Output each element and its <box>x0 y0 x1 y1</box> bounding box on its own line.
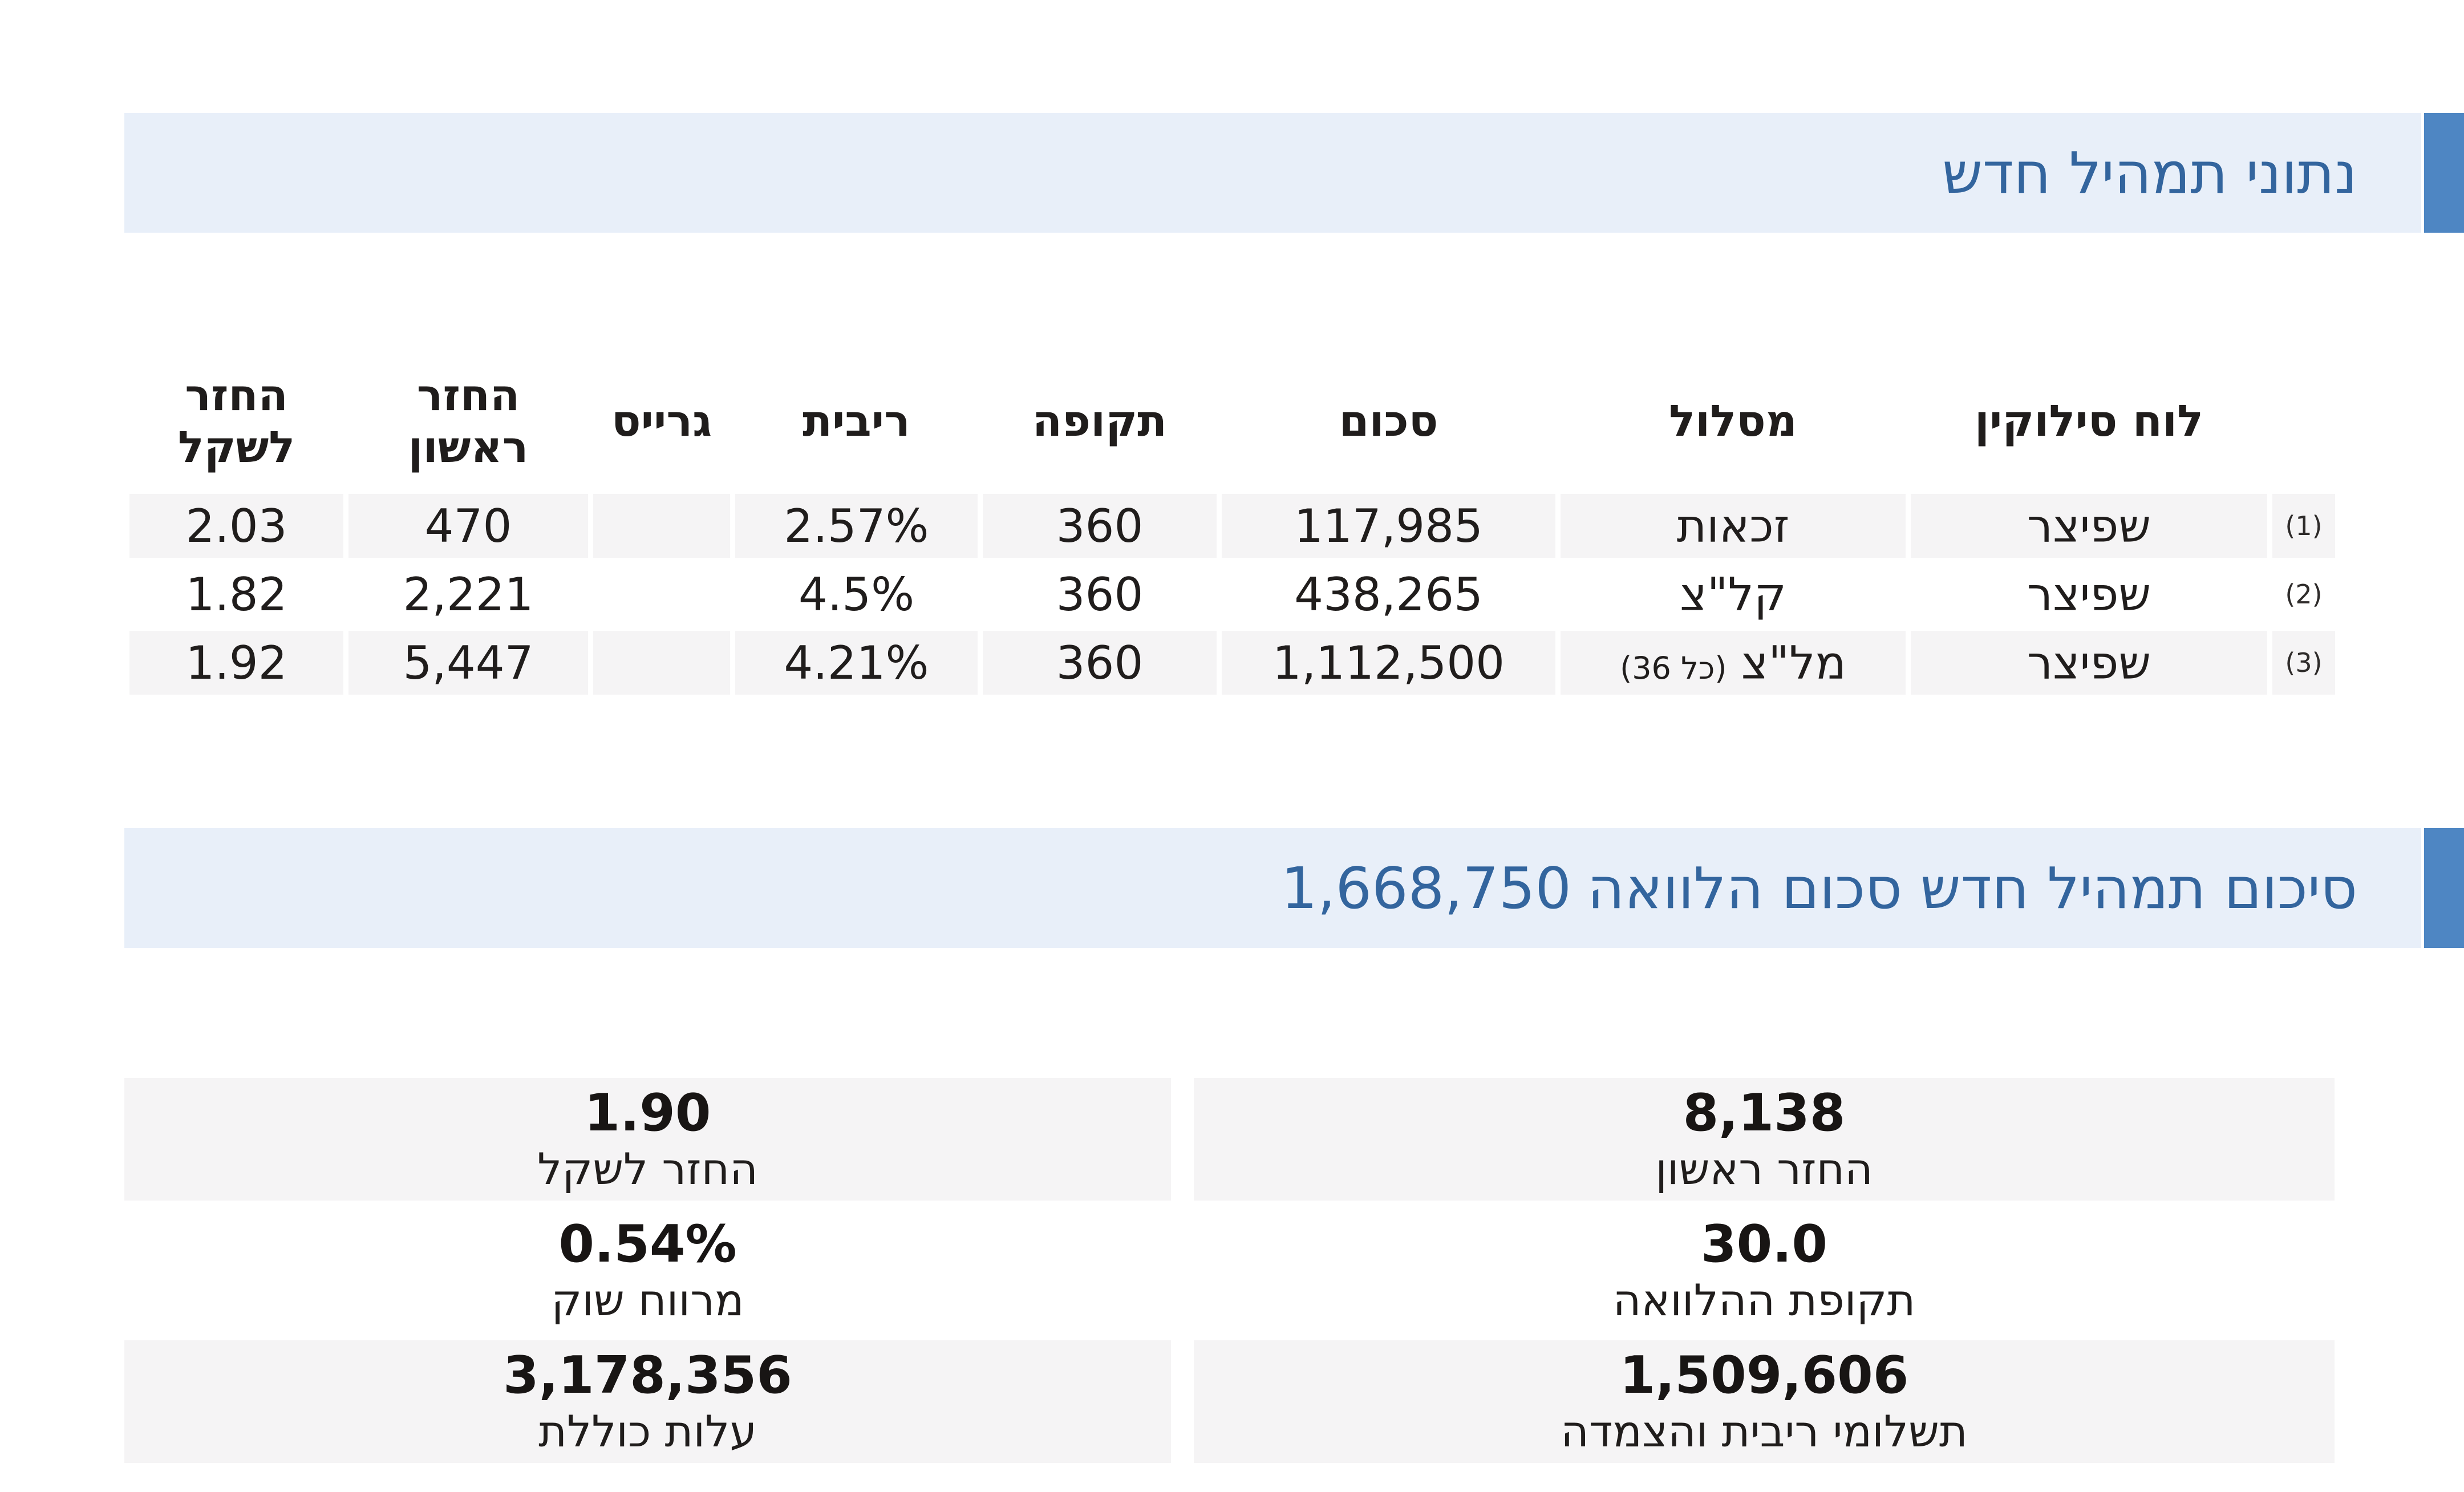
cell-row-num: (3) <box>2272 631 2335 695</box>
summary-card-total-cost: 3,178,356 עלות כוללת <box>124 1340 1171 1463</box>
cell-row-num: (2) <box>2272 562 2335 626</box>
cell-grace <box>593 562 730 626</box>
mix-table-header-row: לוח סילוקין מסלול סכום תקופה ריבית גרייס… <box>129 352 2335 489</box>
cell-period: 360 <box>983 562 1217 626</box>
table-row-2: (2) שפיצר קל"צ 438,265 360 4.5% 2,221 1.… <box>129 562 2335 626</box>
summary-card-market-margin: 0.54% מרווח שוק <box>124 1209 1171 1332</box>
summary-card-loan-period: 30.0 תקופת ההלוואה <box>1194 1209 2335 1332</box>
section-accent-tab <box>2424 113 2464 233</box>
section-title-summary: סיכום תמהיל חדש סכום הלוואה <box>1587 854 2357 922</box>
cell-track: זכאות <box>1561 494 1906 558</box>
col-header-rate: ריבית <box>803 395 910 447</box>
summary-label: תקופת ההלוואה <box>1612 1274 1916 1325</box>
summary-value: 1.90 <box>584 1083 711 1144</box>
summary-value: 3,178,356 <box>503 1345 792 1406</box>
cell-schedule: שפיצר <box>1911 494 2267 558</box>
cell-grace <box>593 494 730 558</box>
cell-schedule: שפיצר <box>1911 562 2267 626</box>
summary-label: תשלומי ריבית והצמדה <box>1561 1405 1968 1457</box>
col-header-track: מסלול <box>1669 395 1797 447</box>
cell-track: קל"צ <box>1561 562 1906 626</box>
summary-grid: 8,138 החזר ראשון 1.90 החזר לשקל 30.0 תקו… <box>124 1078 2335 1463</box>
cell-track: מל"צ (כל 36) <box>1561 631 1906 695</box>
col-header-grace: גרייס <box>611 395 712 447</box>
cell-per-shekel: 2.03 <box>129 494 343 558</box>
col-header-amount: סכום <box>1339 395 1438 447</box>
col-header-row-num <box>2272 352 2335 489</box>
cell-schedule: שפיצר <box>1911 631 2267 695</box>
col-header-schedule: לוח סילוקין <box>1974 395 2204 447</box>
summary-card-per-shekel: 1.90 החזר לשקל <box>124 1078 1171 1201</box>
summary-value: 8,138 <box>1683 1083 1846 1144</box>
summary-value: 0.54% <box>558 1214 737 1275</box>
cell-row-num: (1) <box>2272 494 2335 558</box>
cell-period: 360 <box>983 494 1217 558</box>
summary-card-interest-indexation: 1,509,606 תשלומי ריבית והצמדה <box>1194 1340 2335 1463</box>
cell-amount: 1,112,500 <box>1222 631 1555 695</box>
cell-rate: 4.5% <box>735 562 978 626</box>
summary-label: החזר לשקל <box>537 1143 758 1194</box>
section-header-new-mix: נתוני תמהיל חדש <box>124 113 2421 233</box>
cell-first-payment: 2,221 <box>348 562 588 626</box>
loan-amount: 1,668,750 <box>1281 854 1571 922</box>
summary-card-first-payment: 8,138 החזר ראשון <box>1194 1078 2335 1201</box>
section-header-summary: סיכום תמהיל חדש סכום הלוואה 1,668,750 <box>124 828 2421 948</box>
table-row-3: (3) שפיצר מל"צ (כל 36) 1,112,500 360 4.2… <box>129 631 2335 695</box>
cell-amount: 117,985 <box>1222 494 1555 558</box>
cell-amount: 438,265 <box>1222 562 1555 626</box>
section-title-new-mix: נתוני תמהיל חדש <box>1942 139 2357 206</box>
cell-rate: 4.21% <box>735 631 978 695</box>
cell-first-payment: 5,447 <box>348 631 588 695</box>
cell-first-payment: 470 <box>348 494 588 558</box>
cell-grace <box>593 631 730 695</box>
summary-label: החזר ראשון <box>1655 1143 1873 1194</box>
cell-period: 360 <box>983 631 1217 695</box>
cell-per-shekel: 1.92 <box>129 631 343 695</box>
summary-label: עלות כוללת <box>538 1405 757 1457</box>
mix-table: לוח סילוקין מסלול סכום תקופה ריבית גרייס… <box>124 348 2340 699</box>
cell-rate: 2.57% <box>735 494 978 558</box>
col-header-per-shekel: החזר לשקל <box>177 369 295 472</box>
summary-label: מרווח שוק <box>551 1274 744 1325</box>
table-row-1: (1) שפיצר זכאות 117,985 360 2.57% 470 2.… <box>129 494 2335 558</box>
cell-per-shekel: 1.82 <box>129 562 343 626</box>
section-accent-tab <box>2424 828 2464 948</box>
summary-value: 30.0 <box>1700 1214 1828 1275</box>
summary-value: 1,509,606 <box>1619 1345 1909 1406</box>
col-header-period: תקופה <box>1032 395 1168 447</box>
col-header-first-payment: החזר ראשון <box>408 369 529 472</box>
